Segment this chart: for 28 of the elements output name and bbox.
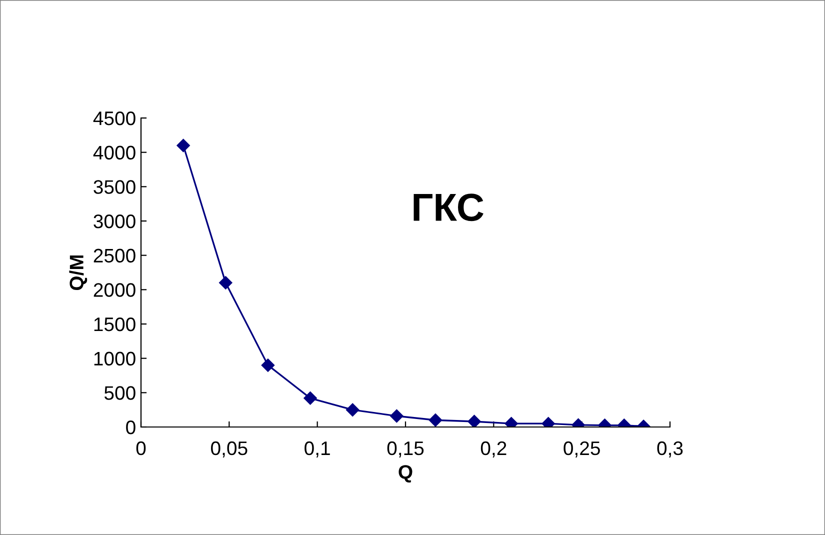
x-tick-label: 0,15 bbox=[387, 441, 424, 458]
x-tick-label: 0,3 bbox=[657, 441, 683, 458]
x-tick-label: 0,2 bbox=[480, 441, 506, 458]
x-axis-title: Q bbox=[398, 465, 412, 482]
y-tick-label: 4500 bbox=[93, 111, 136, 126]
y-tick-label: 3500 bbox=[94, 180, 136, 194]
point bbox=[176, 138, 190, 152]
y-tick-label: 2000 bbox=[94, 283, 136, 297]
y-tick-label: 500 bbox=[104, 386, 136, 400]
y-tick-label: 1500 bbox=[94, 317, 136, 332]
point bbox=[261, 358, 275, 372]
x-tick-label: 0,05 bbox=[211, 441, 248, 458]
y-tick-label: 2500 bbox=[94, 248, 136, 263]
x-tick-label: 0 bbox=[136, 441, 146, 456]
point bbox=[304, 392, 317, 405]
point bbox=[390, 409, 404, 423]
point bbox=[428, 414, 442, 427]
y-tick-label: 3000 bbox=[94, 214, 136, 228]
point bbox=[219, 276, 232, 290]
y-tick-label: 0 bbox=[126, 420, 136, 434]
text: ГКС bbox=[414, 194, 484, 222]
y-axis-title: Q/M bbox=[69, 255, 88, 290]
point bbox=[346, 403, 360, 416]
point bbox=[468, 414, 481, 427]
y-tick-label: 4000 bbox=[93, 146, 136, 160]
x-tick-label: 0,1 bbox=[304, 441, 330, 458]
y-tick-label: 1000 bbox=[94, 352, 136, 366]
x-tick-label: 0,25 bbox=[564, 441, 600, 458]
